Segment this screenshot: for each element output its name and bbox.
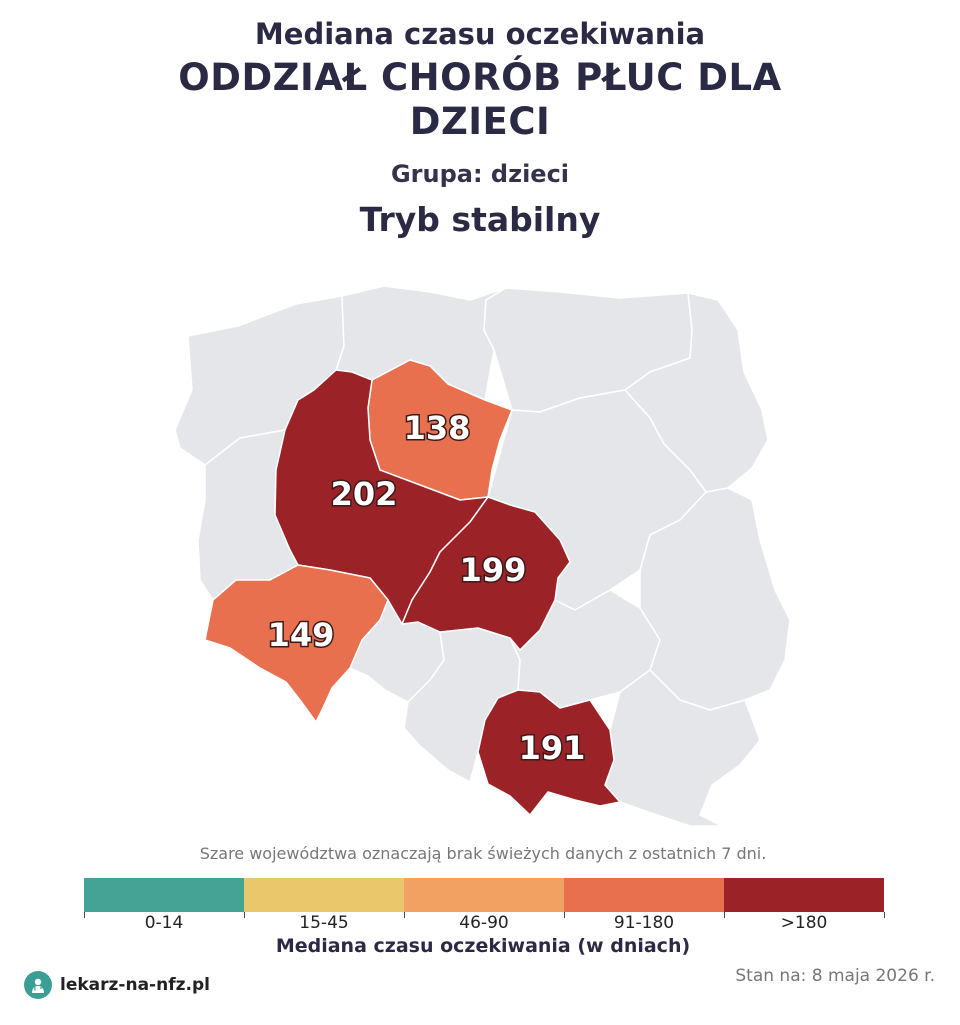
legend-swatch: [404, 878, 564, 912]
no-data-note: Szare województwa oznaczają brak świeżyc…: [199, 844, 767, 863]
title-line-1: Mediana czasu oczekiwania: [254, 17, 706, 51]
legend-label: 46-90: [459, 913, 509, 933]
legend-tick: [884, 912, 885, 918]
region-value-dolnoslaskie: 149: [268, 616, 335, 654]
region-value-wielkopolskie: 202: [331, 475, 398, 513]
legend-tick: [564, 912, 565, 918]
legend-label: 0-14: [144, 913, 184, 933]
legend-tick: [724, 912, 725, 918]
legend-tick: [84, 912, 85, 918]
data-date: Stan na: 8 maja 2026 r.: [735, 966, 935, 986]
stethoscope-icon: [24, 971, 52, 999]
legend-swatch: [724, 878, 884, 912]
region-value-malopolskie: 191: [519, 729, 586, 767]
legend-label: 91-180: [613, 913, 675, 933]
legend-tick: [404, 912, 405, 918]
legend-swatch: [244, 878, 404, 912]
legend-title: Mediana czasu oczekiwania (w dniach): [275, 935, 691, 957]
brand-name: lekarz-na-nfz.pl: [60, 975, 210, 995]
region-lubelskie: [639, 487, 791, 711]
group-label: Grupa: dzieci: [390, 160, 570, 188]
legend-tick: [244, 912, 245, 918]
legend-colorbar: [84, 878, 885, 918]
legend-label: 15-45: [299, 913, 349, 933]
legend-labels: 0-14 15-45 46-90 91-180 >180: [84, 913, 884, 933]
region-lodzkie: [401, 496, 571, 651]
region-value-kujawsko-pomorskie: 138: [404, 409, 471, 447]
title-line-2: ODDZIAŁ CHORÓB PŁUC DLA: [178, 56, 782, 99]
title-line-3: DZIECI: [409, 100, 551, 143]
region-swietokrzyskie: [509, 589, 661, 709]
brand: lekarz-na-nfz.pl: [24, 971, 210, 999]
title-block: Mediana czasu oczekiwania ODDZIAŁ CHORÓB…: [0, 14, 960, 242]
region-value-lodzkie: 199: [460, 551, 527, 589]
legend-label: >180: [780, 913, 828, 933]
mode-label: Tryb stabilny: [359, 200, 601, 239]
region-dolnoslaskie: [204, 564, 389, 723]
legend-swatch: [564, 878, 724, 912]
region-malopolskie: [477, 689, 621, 816]
legend-swatch: [84, 878, 244, 912]
